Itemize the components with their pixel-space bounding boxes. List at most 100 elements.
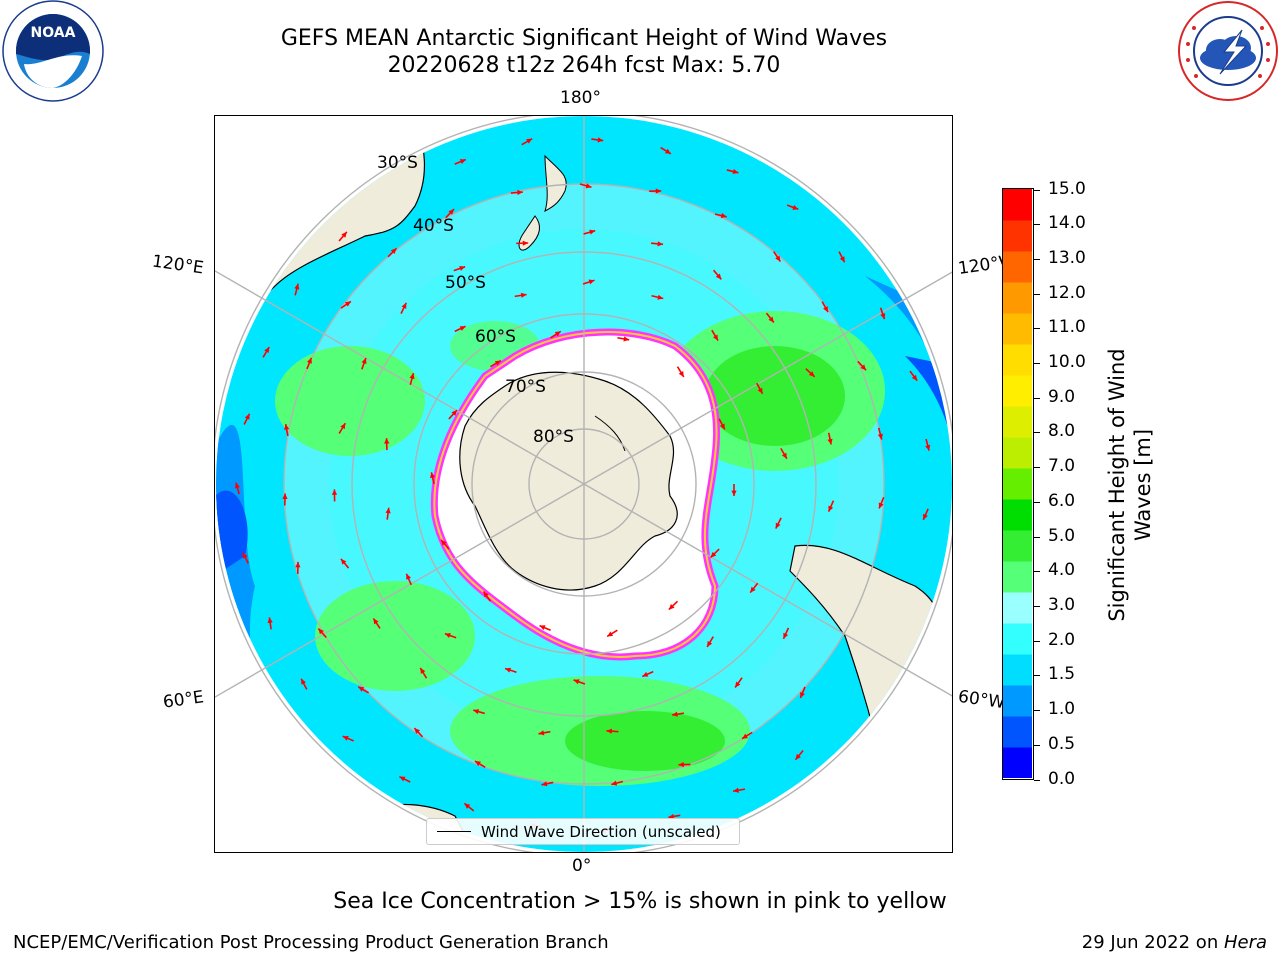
antarctica bbox=[459, 371, 678, 591]
wave-direction-arrowhead bbox=[839, 256, 845, 263]
colorbar-segment bbox=[1003, 282, 1032, 314]
lat-label-40s: 40°S bbox=[413, 216, 454, 236]
colorbar-tick-mark bbox=[1034, 397, 1040, 399]
colorbar-tick-label: 0.5 bbox=[1048, 733, 1076, 754]
lat-label-60s: 60°S bbox=[475, 327, 516, 347]
colorbar-tick-mark bbox=[1034, 710, 1040, 712]
wave-direction-arrowhead bbox=[342, 735, 349, 741]
wave-direction-arrowhead bbox=[444, 633, 451, 638]
wave-direction-arrowhead bbox=[264, 347, 270, 353]
wave-direction-arrowhead bbox=[911, 374, 918, 381]
wave-direction-arrowhead bbox=[420, 667, 426, 674]
colorbar-tick-label: 1.0 bbox=[1048, 699, 1076, 720]
colorbar-tick-label: 1.5 bbox=[1048, 664, 1076, 685]
colorbar-tick-label: 4.0 bbox=[1048, 560, 1076, 581]
wave-direction-arrowhead bbox=[459, 265, 466, 271]
wave-direction-arrowhead bbox=[541, 781, 548, 787]
wave-direction-arrowhead bbox=[781, 452, 787, 459]
colorbar-tick-label: 12.0 bbox=[1048, 282, 1086, 303]
noaa-logo-text: NOAA bbox=[31, 25, 76, 41]
colorbar-tick-mark bbox=[1034, 363, 1040, 365]
wave-direction-arrowhead bbox=[344, 301, 351, 307]
wave-direction-arrowhead bbox=[735, 681, 741, 688]
wave-direction-arrowhead bbox=[401, 302, 407, 309]
colorbar-tick-label: 8.0 bbox=[1048, 421, 1076, 442]
wave-direction-arrowhead bbox=[792, 204, 799, 210]
wave-direction-arrowhead bbox=[808, 371, 815, 377]
colorbar-tick-label: 15.0 bbox=[1048, 178, 1086, 199]
wave-direction-arrowhead bbox=[409, 373, 415, 380]
wave-direction-arrowhead bbox=[538, 730, 545, 736]
wave-direction-arrowhead bbox=[607, 631, 614, 637]
wave-direction-arrowhead bbox=[340, 558, 347, 565]
colorbar-title-line2: Waves [m] bbox=[1131, 428, 1155, 542]
colorbar-segment bbox=[1003, 499, 1032, 531]
wave-direction-arrowhead bbox=[878, 502, 884, 509]
wave-direction-arrowhead bbox=[318, 628, 324, 635]
wave-direction-arrowhead bbox=[585, 183, 592, 189]
colorbar-tick-label: 6.0 bbox=[1048, 490, 1076, 511]
colorbar-tick-label: 7.0 bbox=[1048, 456, 1076, 477]
wind-wave-arrows bbox=[234, 137, 931, 834]
colorbar-tick-mark bbox=[1034, 432, 1040, 434]
lon-label-0: 0° bbox=[572, 856, 592, 876]
chart-title: GEFS MEAN Antarctic Significant Height o… bbox=[280, 26, 888, 51]
wave-direction-arrowhead bbox=[783, 632, 789, 639]
wave-direction-arrowhead bbox=[494, 360, 501, 366]
wave-direction-arrowhead bbox=[800, 691, 805, 698]
wave-direction-arrowhead bbox=[668, 603, 675, 610]
colorbar-segment bbox=[1003, 685, 1032, 717]
wave-direction-arrowhead bbox=[664, 148, 671, 154]
lat-label-50s: 50°S bbox=[445, 273, 486, 293]
wave-direction-arrowhead bbox=[294, 283, 300, 290]
wave-direction-arrowhead bbox=[715, 273, 722, 280]
wave-direction-arrowhead bbox=[589, 229, 596, 235]
wave-direction-arrowhead bbox=[606, 728, 612, 734]
colorbar-tick-label: 14.0 bbox=[1048, 213, 1086, 234]
wave-direction-arrowhead bbox=[242, 552, 248, 559]
wave-direction-arrowhead bbox=[474, 761, 481, 767]
colorbar-tick-label: 13.0 bbox=[1048, 247, 1086, 268]
wave-direction-arrowhead bbox=[732, 168, 739, 175]
wave-direction-arrowhead bbox=[742, 733, 749, 739]
colorbar-tick-mark bbox=[1034, 779, 1040, 781]
wave-direction-arrowhead bbox=[234, 482, 240, 489]
wave-direction-arrowhead bbox=[597, 137, 604, 143]
wave-direction-arrowhead bbox=[331, 489, 338, 495]
colorbar-segment bbox=[1003, 592, 1032, 624]
colorbar-tick-label: 10.0 bbox=[1048, 352, 1086, 373]
wave-direction-arrowhead bbox=[611, 780, 618, 786]
lat-label-70s: 70°S bbox=[505, 377, 546, 397]
wave-direction-arrowhead bbox=[483, 591, 489, 598]
wave-direction-arrowhead bbox=[925, 444, 931, 451]
wave-direction-arrowhead bbox=[282, 493, 288, 499]
colorbar-title-line1: Significant Height of Wind bbox=[1105, 348, 1129, 622]
wave-direction-arrowhead bbox=[719, 423, 725, 430]
lat-label-80s: 80°S bbox=[533, 427, 574, 447]
colorbar-segment bbox=[1003, 406, 1032, 438]
wave-direction-arrowhead bbox=[385, 507, 391, 514]
colorbar-segment bbox=[1003, 530, 1032, 562]
wave-direction-arrowhead bbox=[430, 472, 436, 479]
wave-direction-arrowhead bbox=[768, 316, 774, 323]
colorbar-tick-mark bbox=[1034, 293, 1040, 295]
colorbar-tick-mark bbox=[1034, 605, 1040, 607]
wave-direction-arrowhead bbox=[399, 776, 406, 782]
wave-direction-arrowhead bbox=[459, 159, 466, 164]
map-svg: 30°S 40°S 50°S 60°S 70°S 80°S bbox=[215, 116, 952, 852]
wave-direction-arrowhead bbox=[923, 513, 928, 520]
nws-logo bbox=[1176, 0, 1280, 102]
wave-direction-arrowhead bbox=[733, 787, 739, 793]
wave-direction-arrowhead bbox=[795, 753, 801, 760]
wave-direction-arrowhead bbox=[720, 213, 727, 219]
wave-direction-arrowhead bbox=[860, 364, 867, 371]
colorbar-segment bbox=[1003, 747, 1032, 778]
wave-direction-arrowhead bbox=[406, 573, 411, 580]
colorbar-segment bbox=[1003, 220, 1032, 252]
lon-label-60w: 60°W bbox=[956, 686, 1007, 714]
legend-line-symbol bbox=[437, 831, 471, 832]
colorbar-segment bbox=[1003, 344, 1032, 376]
colorbar-tick-mark bbox=[1034, 744, 1040, 746]
wave-direction-arrowhead bbox=[448, 209, 455, 215]
wave-direction-arrowhead bbox=[668, 813, 675, 819]
